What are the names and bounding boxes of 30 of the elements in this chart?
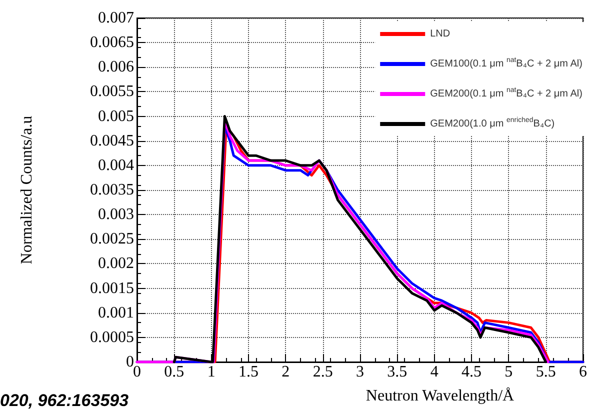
y-tick-label: 0.005 — [98, 108, 134, 125]
y-tick-label: 0.0035 — [90, 182, 134, 198]
y-tick-label: 0.0055 — [90, 83, 134, 100]
y-tick-label: 0.0065 — [90, 34, 134, 52]
y-tick-label: 0.001 — [98, 304, 134, 322]
x-tick-label: 0.5 — [164, 364, 184, 380]
x-axis-title: Neutron Wavelength/Å — [366, 386, 515, 404]
legend-label: LND — [430, 28, 450, 40]
x-tick-label: 5 — [504, 364, 513, 380]
x-tick-label: 2.5 — [312, 364, 333, 380]
y-tick-label: 0.002 — [98, 255, 134, 272]
y-tick-label: 0.0005 — [90, 328, 134, 346]
y-tick-label: 0.006 — [98, 58, 134, 76]
x-tick-label: 1.5 — [238, 364, 258, 380]
x-tick-label: 4.5 — [462, 364, 482, 380]
x-tick-label: 1 — [207, 364, 216, 380]
x-tick-label: 6 — [579, 364, 587, 380]
x-tick-label: 3 — [356, 364, 364, 380]
y-axis-title: Normalized Counts/a.u — [18, 116, 36, 264]
x-tick-label: 5.5 — [536, 364, 556, 380]
x-tick-label: 4 — [430, 364, 438, 380]
y-tick-label: 0.004 — [98, 156, 134, 174]
y-tick-label: 0.003 — [98, 206, 134, 224]
y-tick-label: 0.0015 — [90, 280, 134, 297]
text: 020, 962:163593 — [0, 391, 130, 410]
x-tick-label: 2 — [282, 364, 290, 380]
y-tick-label: 0.0025 — [90, 230, 134, 248]
y-tick-label: 0.0045 — [90, 132, 134, 150]
y-tick-label: 0.007 — [98, 10, 134, 26]
x-tick-label: 3.5 — [387, 364, 408, 380]
